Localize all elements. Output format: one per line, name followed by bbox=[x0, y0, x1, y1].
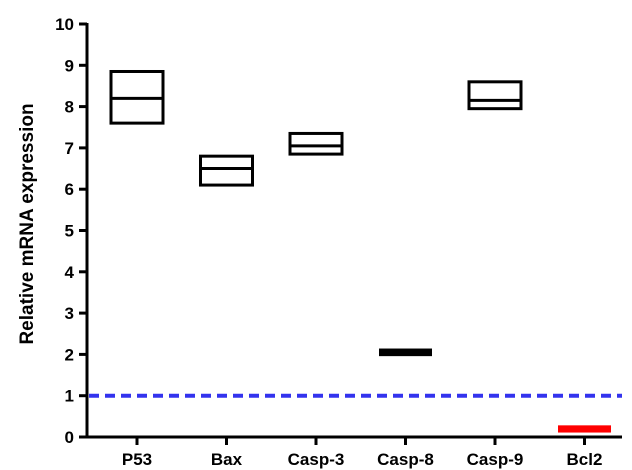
y-tick-label-9: 9 bbox=[65, 56, 74, 75]
y-tick-label-5: 5 bbox=[65, 222, 74, 241]
y-tick-label-1: 1 bbox=[65, 387, 74, 406]
y-axis-title: Relative mRNA expression bbox=[17, 103, 38, 344]
bar-1 bbox=[199, 154, 254, 187]
x-tick-label-2: Casp-3 bbox=[288, 450, 345, 469]
x-tick-label-1: Bax bbox=[211, 450, 243, 469]
y-tick-label-7: 7 bbox=[65, 139, 74, 158]
x-tick-label-4: Casp-9 bbox=[467, 450, 524, 469]
bar-4 bbox=[467, 80, 523, 111]
y-tick-label-0: 0 bbox=[65, 428, 74, 447]
bar-5 bbox=[558, 425, 611, 433]
x-tick-label-0: P53 bbox=[122, 450, 152, 469]
y-tick-label-8: 8 bbox=[65, 98, 74, 117]
x-tick-label-5: Bcl2 bbox=[567, 450, 603, 469]
x-tick-label-3: Casp-8 bbox=[377, 450, 434, 469]
y-tick-label-2: 2 bbox=[65, 345, 74, 364]
bar-3 bbox=[379, 348, 432, 357]
plot-area: 0 1 2 3 4 5 6 7 8 9 10 P53 Bax Casp-3 Casp-8 Casp-9 Bcl2 bbox=[55, 15, 622, 469]
y-tick-label-4: 4 bbox=[65, 263, 75, 282]
y-tick-label-6: 6 bbox=[65, 180, 74, 199]
y-tick-label-3: 3 bbox=[65, 304, 74, 323]
y-tick-label-10: 10 bbox=[55, 15, 74, 34]
bar-2 bbox=[288, 131, 344, 156]
